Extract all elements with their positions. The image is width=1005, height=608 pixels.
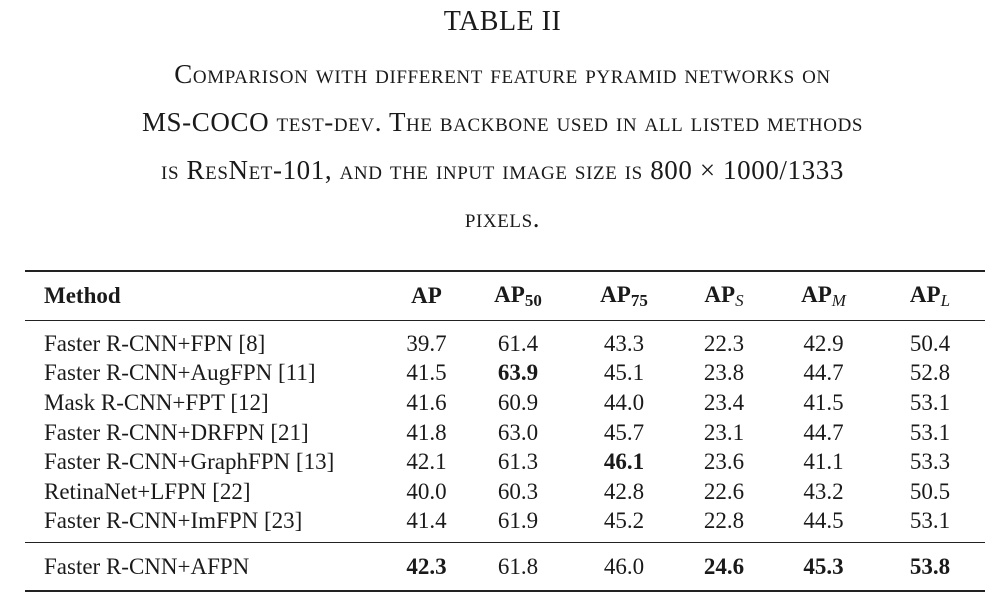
header-apm-sub: M: [832, 291, 846, 310]
ap75-cell: 45.1: [603, 360, 645, 386]
ap50-cell: 61.4: [497, 330, 539, 356]
apl-cell: 52.8: [909, 360, 951, 386]
aps-cell: 23.4: [703, 389, 745, 415]
header-ap75-base: AP: [600, 281, 631, 307]
header-aps-sub-text: S: [735, 290, 744, 310]
table-row: Faster R-CNN+FPN [8] 39.7 61.4 43.3 22.3…: [25, 321, 985, 359]
aps-cell: 22.6: [703, 478, 745, 504]
proposed-method-row: Faster R-CNN+AFPN 42.3 61.8 46.0 24.6 45…: [25, 542, 985, 592]
apm-cell: 41.5: [803, 389, 844, 415]
ap75-cell: 45.2: [603, 508, 645, 534]
header-apl-sub: L: [941, 291, 950, 310]
ap-cell: 41.5: [406, 360, 447, 386]
header-apm-base: AP: [801, 281, 832, 307]
apl-cell: 53.1: [909, 389, 951, 415]
method-cell: Faster R-CNN+AugFPN [11]: [44, 360, 316, 386]
apl-cell-best: 53.8: [909, 553, 951, 579]
method-cell: Faster R-CNN+DRFPN [21]: [44, 419, 309, 445]
apm-cell: 41.1: [803, 449, 844, 475]
header-ap50-sub: 50: [524, 290, 542, 310]
caption-image-size: 800 × 1000/1333: [650, 155, 844, 185]
header-aps: APS: [676, 271, 772, 321]
apm-cell: 44.7: [803, 419, 844, 445]
ap75-cell: 45.7: [603, 419, 645, 445]
aps-cell: 23.8: [703, 360, 745, 386]
caption-line-1: Comparison with different feature pyrami…: [174, 59, 831, 89]
table-caption: Comparison with different feature pyrami…: [20, 50, 985, 242]
ap-cell-best: 42.3: [406, 553, 447, 579]
method-cell: Faster R-CNN+FPN [8]: [44, 330, 266, 356]
ap75-cell: 46.0: [603, 553, 645, 579]
apl-cell: 50.5: [909, 478, 951, 504]
ap-cell: 40.0: [406, 478, 447, 504]
ap-cell: 42.1: [406, 449, 447, 475]
ap75-cell: 44.0: [603, 389, 645, 415]
ap50-cell: 61.8: [497, 553, 539, 579]
apm-cell: 44.5: [803, 508, 844, 534]
header-apl: APL: [875, 271, 985, 321]
ap-cell: 39.7: [406, 330, 447, 356]
ap-cell: 41.6: [406, 389, 447, 415]
aps-cell: 22.8: [703, 508, 745, 534]
method-cell: Faster R-CNN+ImFPN [23]: [44, 508, 303, 534]
header-ap75-sub: 75: [630, 290, 648, 310]
table-row: Faster R-CNN+ImFPN [23] 41.4 61.9 45.2 2…: [25, 507, 985, 543]
table-label: TABLE II: [443, 6, 562, 37]
header-aps-sub: S: [735, 291, 744, 310]
aps-cell-best: 24.6: [703, 553, 745, 579]
header-apm: APM: [772, 271, 875, 321]
apl-cell: 50.4: [909, 330, 951, 356]
ap50-cell: 60.3: [497, 478, 539, 504]
caption-line-3: is ResNet-101, and the input image size …: [20, 146, 985, 194]
caption-line-2: MS-COCO test-dev. The backbone used in a…: [20, 98, 985, 146]
header-row: Method AP AP50 AP75 APS APM APL: [25, 271, 985, 321]
header-ap: AP: [411, 283, 442, 308]
ap75-cell: 43.3: [603, 330, 645, 356]
apl-cell: 53.1: [909, 419, 951, 445]
ap50-cell: 60.9: [497, 389, 539, 415]
header-apl-sub-text: L: [940, 290, 951, 310]
aps-cell: 22.3: [703, 330, 745, 356]
method-cell: RetinaNet+LFPN [22]: [44, 478, 251, 504]
header-method: Method: [44, 283, 121, 308]
caption-backbone-name: ResNet-101: [186, 155, 325, 185]
ap50-cell: 61.3: [497, 449, 539, 475]
apm-cell: 44.7: [803, 360, 844, 386]
apm-cell-best: 45.3: [803, 553, 844, 579]
table-row: Faster R-CNN+GraphFPN [13] 42.1 61.3 46.…: [25, 447, 985, 477]
header-ap50: AP50: [464, 271, 572, 321]
ap50-cell-best: 63.9: [497, 360, 539, 386]
header-apm-sub-text: M: [831, 290, 846, 310]
header-ap50-base: AP: [494, 281, 525, 307]
table-row: Faster R-CNN+DRFPN [21] 41.8 63.0 45.7 2…: [25, 418, 985, 448]
ap50-cell: 63.0: [497, 419, 539, 445]
method-cell: Faster R-CNN+AFPN: [44, 553, 250, 579]
table-row: RetinaNet+LFPN [22] 40.0 60.3 42.8 22.6 …: [25, 477, 985, 507]
method-cell: Mask R-CNN+FPT [12]: [44, 389, 269, 415]
header-aps-base: AP: [704, 281, 736, 307]
table-row: Mask R-CNN+FPT [12] 41.6 60.9 44.0 23.4 …: [25, 388, 985, 418]
header-ap75: AP75: [572, 271, 676, 321]
aps-cell: 23.6: [703, 449, 745, 475]
results-table: Method AP AP50 AP75 APS APM APL Faster R…: [25, 270, 985, 592]
ap50-cell: 61.9: [497, 508, 539, 534]
ap75-cell: 42.8: [603, 478, 645, 504]
apl-cell: 53.1: [909, 508, 951, 534]
apl-cell: 53.3: [909, 449, 951, 475]
ap75-cell-best: 46.1: [603, 449, 645, 475]
header-apl-base: AP: [909, 281, 941, 307]
caption-line-3-c: , and the input image size is: [324, 155, 651, 185]
table-row: Faster R-CNN+AugFPN [11] 41.5 63.9 45.1 …: [25, 359, 985, 389]
apm-cell: 42.9: [803, 330, 844, 356]
aps-cell: 23.1: [703, 419, 745, 445]
method-cell: Faster R-CNN+GraphFPN [13]: [44, 449, 335, 475]
ap-cell: 41.4: [406, 508, 447, 534]
caption-line-2-rest: test-dev. The backbone used in all liste…: [269, 107, 864, 137]
caption-line-3-a: is: [161, 155, 187, 185]
apm-cell: 43.2: [803, 478, 844, 504]
caption-dataset-name: MS-COCO: [141, 107, 270, 137]
ap-cell: 41.8: [406, 419, 447, 445]
caption-line-4: pixels.: [464, 203, 541, 233]
